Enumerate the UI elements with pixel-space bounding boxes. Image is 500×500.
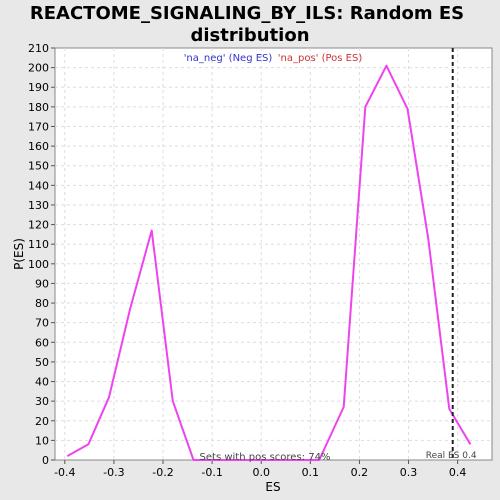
x-axis-label: ES [265, 480, 280, 494]
x-tick-label: -0.1 [201, 466, 222, 479]
y-tick-label: 10 [35, 434, 49, 447]
y-tick-label: 160 [28, 140, 49, 153]
y-tick-label: 60 [35, 336, 49, 349]
real-es-marker: Real ES 0.4 [426, 48, 477, 461]
y-tick-label: 140 [28, 179, 49, 192]
x-tick-label: -0.3 [103, 466, 124, 479]
grid-lines [55, 48, 492, 460]
y-tick-label: 200 [28, 62, 49, 75]
y-tick-label: 130 [28, 199, 49, 212]
x-tick-label: 0.3 [400, 466, 418, 479]
legend-entry-neg: 'na_neg' (Neg ES) [184, 53, 273, 64]
series-line [66, 64, 472, 461]
y-tick-label: 70 [35, 317, 49, 330]
y-tick-label: 170 [28, 120, 49, 133]
pos-scores-annotation: Sets with pos scores: 74% [200, 452, 331, 463]
y-tick-label: 190 [28, 81, 49, 94]
y-tick-label: 150 [28, 160, 49, 173]
y-tick-label: 110 [28, 238, 49, 251]
y-tick-label: 0 [42, 454, 49, 467]
series-group [66, 64, 472, 461]
y-tick-label: 120 [28, 219, 49, 232]
y-tick-label: 20 [35, 415, 49, 428]
x-tick-label: 0.0 [252, 466, 270, 479]
chart-title-line-1: REACTOME_SIGNALING_BY_ILS: Random ES [30, 3, 464, 24]
legend: 'na_neg' (Neg ES) 'na_pos' (Pos ES) [184, 53, 363, 64]
y-tick-label: 100 [28, 258, 49, 271]
chart-title-line-2: distribution [190, 25, 309, 46]
y-tick-label: 80 [35, 297, 49, 310]
y-axis-label: P(ES) [12, 238, 26, 270]
y-tick-label: 40 [35, 376, 49, 389]
y-tick-label: 30 [35, 395, 49, 408]
x-tick-label: -0.2 [152, 466, 173, 479]
y-axis: 0 10 20 30 40 50 60 70 80 90 100 110 120 130 140 150 160… [28, 42, 55, 467]
x-tick-label: 0.1 [302, 466, 320, 479]
y-tick-label: 180 [28, 101, 49, 114]
x-tick-label: -0.4 [54, 466, 75, 479]
real-es-label: Real ES 0.4 [426, 451, 477, 461]
y-tick-label: 90 [35, 277, 49, 290]
x-tick-label: 0.4 [449, 466, 467, 479]
y-tick-label: 210 [28, 42, 49, 55]
y-tick-label: 50 [35, 356, 49, 369]
plot-area [54, 47, 493, 461]
legend-entry-pos: 'na_pos' (Pos ES) [278, 53, 363, 64]
x-tick-label: 0.2 [351, 466, 369, 479]
x-axis: -0.4 -0.3 -0.2 -0.1 0.0 0.1 0.2 0.3 0.4 [54, 460, 466, 479]
